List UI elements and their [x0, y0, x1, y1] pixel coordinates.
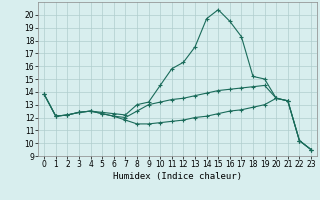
X-axis label: Humidex (Indice chaleur): Humidex (Indice chaleur): [113, 172, 242, 181]
